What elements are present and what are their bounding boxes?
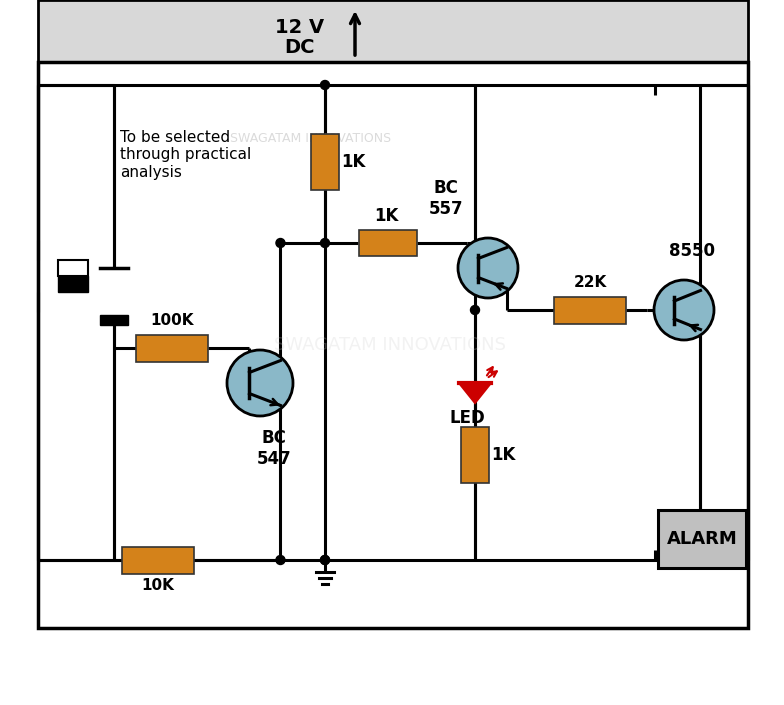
Circle shape — [470, 305, 480, 314]
Bar — [100, 315, 128, 325]
Circle shape — [276, 556, 285, 565]
Text: LED: LED — [450, 409, 486, 427]
Text: 1K: 1K — [341, 153, 365, 171]
Circle shape — [321, 556, 329, 565]
Bar — [58, 260, 88, 276]
Bar — [359, 230, 417, 256]
Text: 1K: 1K — [491, 446, 515, 464]
Text: 100K: 100K — [151, 313, 194, 328]
Text: SWAGATAM INNOVATIONS: SWAGATAM INNOVATIONS — [230, 132, 391, 145]
Circle shape — [654, 280, 714, 340]
Bar — [311, 134, 339, 190]
Circle shape — [227, 350, 293, 416]
Circle shape — [321, 556, 329, 565]
Text: ALARM: ALARM — [666, 530, 738, 548]
Bar — [136, 334, 208, 362]
Bar — [554, 297, 626, 324]
Text: 10K: 10K — [142, 578, 174, 593]
Bar — [461, 427, 489, 483]
Polygon shape — [459, 383, 491, 403]
Text: 12 V: 12 V — [275, 18, 325, 37]
Bar — [122, 546, 194, 573]
Text: SWAGATAM INNOVATIONS: SWAGATAM INNOVATIONS — [274, 336, 506, 354]
Bar — [658, 510, 746, 568]
Circle shape — [276, 238, 285, 247]
Circle shape — [321, 238, 329, 247]
Text: BC
557: BC 557 — [429, 179, 463, 218]
Circle shape — [458, 238, 518, 298]
Text: 22K: 22K — [573, 275, 607, 290]
Text: BC
547: BC 547 — [256, 429, 292, 468]
Bar — [38, 0, 748, 62]
Text: To be selected
through practical
analysis: To be selected through practical analysi… — [120, 130, 251, 180]
Text: 1K: 1K — [374, 207, 398, 225]
Circle shape — [321, 80, 329, 90]
Text: DC: DC — [285, 38, 315, 57]
Bar — [38, 62, 748, 628]
Bar — [58, 276, 88, 292]
Text: 8550: 8550 — [669, 242, 715, 260]
